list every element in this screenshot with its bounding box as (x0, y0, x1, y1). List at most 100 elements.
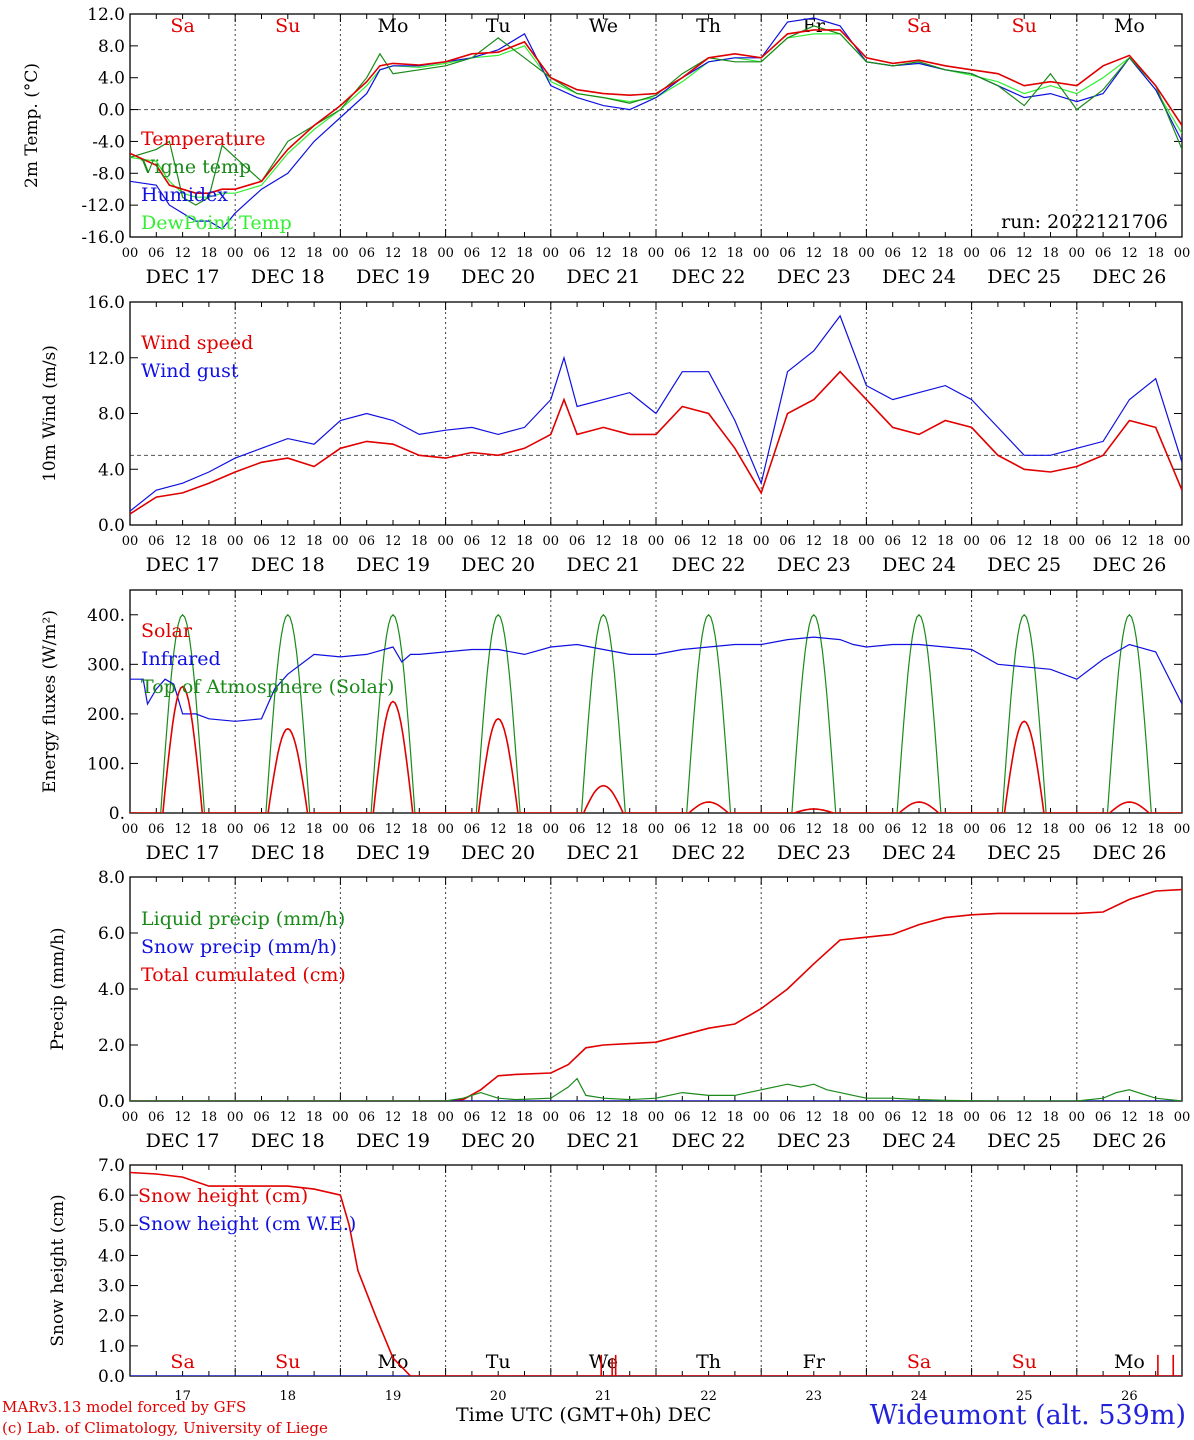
series-line-vigne-temp (130, 25, 1182, 206)
x-hour-label: 12 (385, 822, 402, 837)
x-hour-label: 06 (148, 822, 165, 837)
y-tick-label: 2.0 (98, 1036, 125, 1056)
x-hour-label: 00 (858, 822, 875, 837)
x-hour-label: 00 (963, 246, 980, 261)
x-hour-label: 06 (990, 534, 1007, 549)
x-hour-label: 18 (727, 1110, 744, 1125)
plot-area (130, 314, 1182, 515)
x-hour-label: 00 (543, 1110, 560, 1125)
plot-area (130, 888, 1182, 1101)
legend-entry: Snow height (cm) (138, 1185, 308, 1207)
x-day-number: 26 (1121, 1389, 1138, 1404)
x-day-label: DEC 18 (251, 842, 325, 864)
series-line-infrared (130, 636, 1182, 722)
x-hour-label: 06 (148, 1110, 165, 1125)
x-hour-label: 00 (1069, 246, 1086, 261)
y-tick-label: 6.0 (98, 924, 125, 944)
legend-entry: Wind speed (141, 332, 253, 354)
x-day-label: DEC 20 (461, 842, 535, 864)
x-hour-label: 00 (1069, 822, 1086, 837)
x-hour-label: 00 (122, 534, 139, 549)
x-hour-label: 12 (280, 246, 297, 261)
y-tick-label: 4.0 (98, 69, 125, 89)
x-hour-label: 00 (1174, 822, 1191, 837)
x-hour-label: 18 (727, 246, 744, 261)
x-hour-label: 18 (937, 246, 954, 261)
x-hour-label: 12 (280, 534, 297, 549)
x-hour-label: 00 (648, 1110, 665, 1125)
station-title: Wideumont (alt. 539m) (869, 1400, 1186, 1431)
x-day-label: DEC 19 (356, 1130, 430, 1152)
x-hour-label: 00 (963, 1110, 980, 1125)
series-line-top-of-atmosphere-solar- (130, 613, 1182, 813)
legend-entry: Humidex (141, 184, 228, 206)
x-hour-label: 06 (884, 1110, 901, 1125)
x-day-number: 25 (1016, 1389, 1033, 1404)
x-hour-label: 12 (490, 1110, 507, 1125)
x-day-label: DEC 19 (356, 554, 430, 576)
y-tick-label: 0.0 (98, 1092, 125, 1112)
legend-entry: Top of Atmosphere (Solar) (141, 676, 394, 698)
x-hour-label: 06 (779, 246, 796, 261)
x-hour-label: 00 (1174, 534, 1191, 549)
x-day-label: DEC 22 (672, 266, 746, 288)
x-hour-label: 18 (201, 246, 218, 261)
x-hour-label: 18 (516, 822, 533, 837)
y-axis-title: 10m Wind (m/s) (40, 345, 60, 482)
x-hour-label: 00 (753, 1110, 770, 1125)
y-tick-label: -12.0 (81, 196, 125, 216)
x-hour-label: 12 (911, 534, 928, 549)
y-tick-label: 0.0 (98, 101, 125, 121)
x-hour-label: 18 (727, 534, 744, 549)
x-hour-label: 12 (806, 822, 823, 837)
legend-entry: Solar (141, 620, 193, 642)
panel-2: 16.0 12.0 8.0 4.0 0.0 10m Wind (m/s) 00 06 12 18 0… (40, 293, 1190, 576)
x-hour-label: 00 (858, 1110, 875, 1125)
series-line-wind-gust (130, 314, 1182, 512)
x-hour-label: 00 (648, 246, 665, 261)
x-hour-label: 12 (1016, 534, 1033, 549)
x-day-number: 18 (280, 1389, 297, 1404)
x-hour-label: 12 (806, 534, 823, 549)
x-hour-label: 18 (1042, 1110, 1059, 1125)
y-tick-label: 5.0 (98, 1216, 125, 1236)
weekday-label: Sa (170, 1351, 194, 1373)
x-day-label: DEC 22 (672, 554, 746, 576)
x-hour-label: 18 (306, 822, 323, 837)
x-day-label: DEC 23 (777, 554, 851, 576)
x-hour-label: 00 (227, 534, 244, 549)
legend-entry: Total cumulated (cm) (141, 964, 346, 986)
x-hour-label: 18 (306, 534, 323, 549)
x-hour-label: 12 (911, 1110, 928, 1125)
weekday-label: We (589, 15, 618, 37)
x-hour-label: 06 (1095, 246, 1112, 261)
x-hour-label: 12 (806, 246, 823, 261)
x-hour-label: 12 (385, 534, 402, 549)
x-hour-label: 18 (621, 822, 638, 837)
x-day-label: DEC 24 (882, 266, 956, 288)
x-hour-label: 12 (1121, 822, 1138, 837)
x-day-number: 21 (595, 1389, 612, 1404)
x-hour-label: 00 (332, 246, 349, 261)
x-hour-label: 12 (174, 822, 191, 837)
x-hour-label: 06 (674, 534, 691, 549)
x-hour-label: 00 (1069, 534, 1086, 549)
x-hour-label: 06 (884, 246, 901, 261)
x-hour-label: 00 (332, 1110, 349, 1125)
x-hour-label: 18 (201, 534, 218, 549)
x-day-label: DEC 18 (251, 1130, 325, 1152)
x-day-label: DEC 24 (882, 842, 956, 864)
x-hour-label: 06 (990, 246, 1007, 261)
x-day-label: DEC 23 (777, 842, 851, 864)
x-hour-label: 06 (358, 534, 375, 549)
x-hour-label: 06 (779, 822, 796, 837)
x-hour-label: 00 (543, 822, 560, 837)
panel-4: 8.0 6.0 4.0 2.0 0.0 Precip (mm/h) 00 06 12 18 00 06… (48, 868, 1190, 1152)
x-hour-label: 12 (700, 822, 717, 837)
y-tick-label: 0.0 (98, 1367, 125, 1387)
weekday-label: Tu (486, 15, 511, 37)
x-hour-label: 18 (1042, 822, 1059, 837)
y-tick-label: 1.0 (98, 1337, 125, 1357)
x-day-label: DEC 17 (146, 554, 220, 576)
legend-entry: Wind gust (141, 360, 239, 382)
